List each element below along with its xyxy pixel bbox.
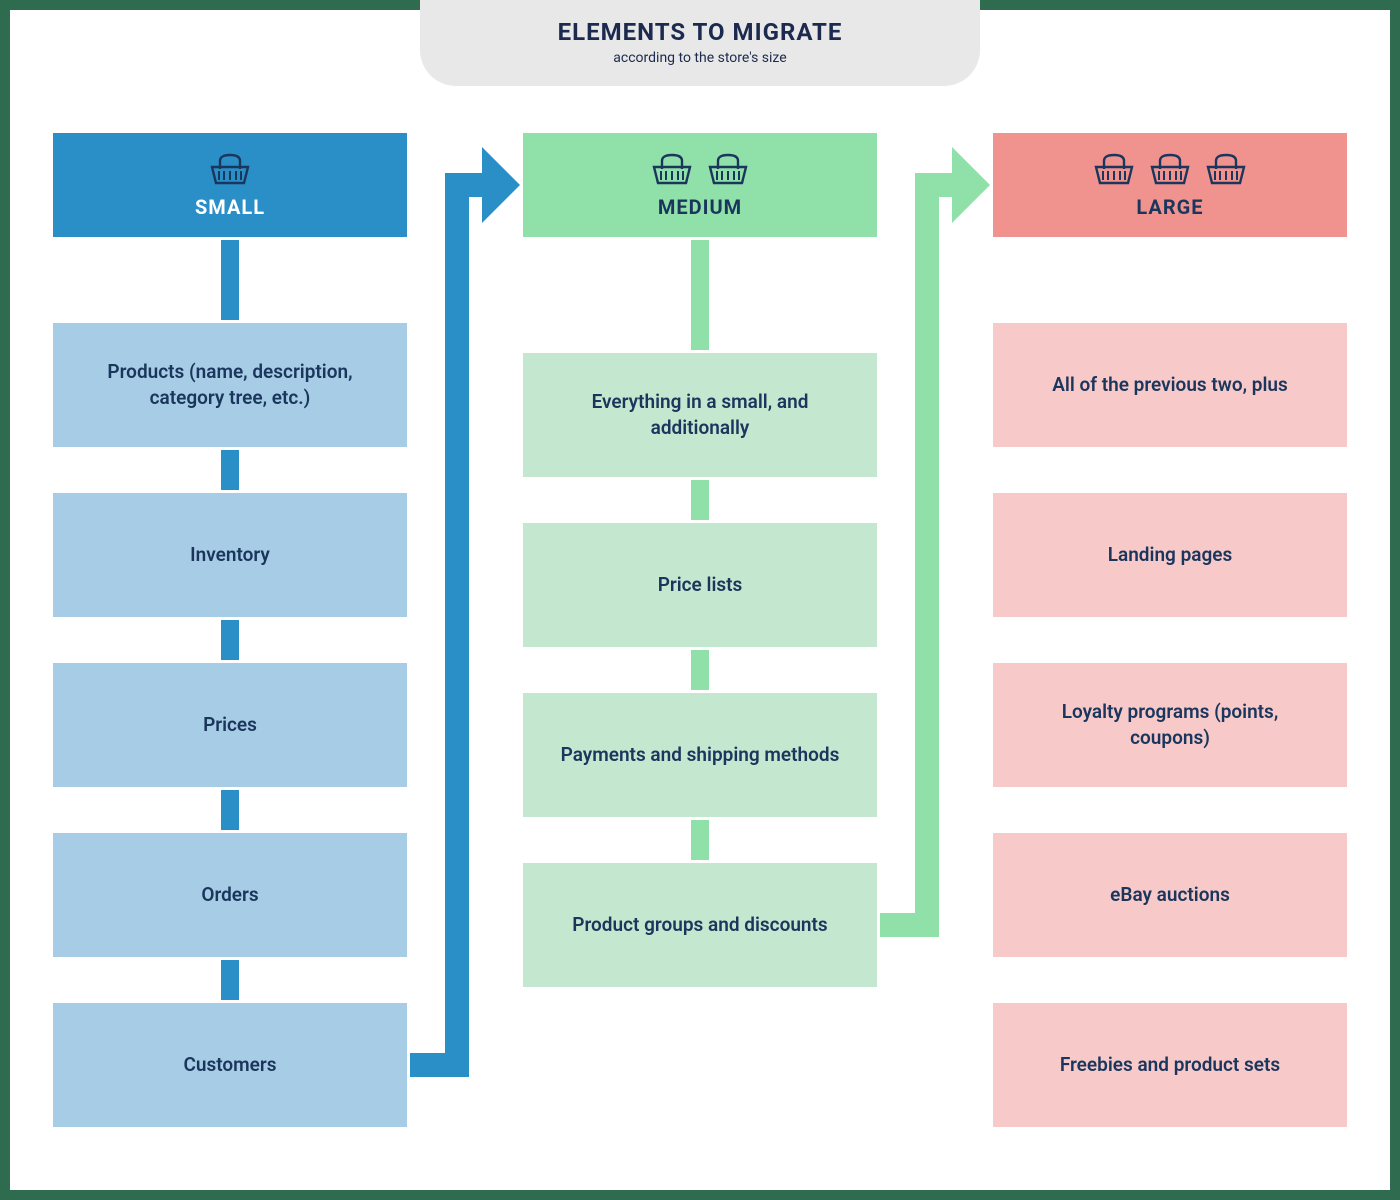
item-small-0: Products (name, description, category tr… (50, 320, 410, 450)
item-medium-3: Product groups and discounts (520, 860, 880, 990)
basket-icon (650, 151, 694, 189)
arrow-seg (915, 173, 939, 937)
item-small-1: Inventory (50, 490, 410, 620)
diagram-canvas: SMALL Products (name, description, catego… (10, 10, 1390, 1190)
arrow-seg (915, 173, 952, 197)
diagram-frame: ELEMENTS TO MIGRATE according to the sto… (0, 0, 1400, 1200)
basket-row (208, 151, 252, 189)
item-large-1: Landing pages (990, 490, 1350, 620)
basket-icon (650, 151, 694, 185)
column-header-small: SMALL (50, 130, 410, 240)
basket-icon (1204, 151, 1248, 185)
column-large: LARGE (990, 130, 1350, 240)
basket-icon (1092, 151, 1136, 185)
arrow-seg (445, 173, 469, 1077)
basket-row (650, 151, 750, 189)
item-large-3: eBay auctions (990, 830, 1350, 960)
column-medium: MEDIUM (520, 130, 880, 240)
basket-row (1092, 151, 1248, 189)
item-medium-1: Price lists (520, 520, 880, 650)
column-small: SMALL (50, 130, 410, 240)
item-small-4: Customers (50, 1000, 410, 1130)
basket-icon (1204, 151, 1248, 189)
basket-icon (208, 151, 252, 189)
column-label-medium: MEDIUM (658, 195, 742, 219)
item-medium-2: Payments and shipping methods (520, 690, 880, 820)
column-label-small: SMALL (195, 195, 265, 219)
item-large-4: Freebies and product sets (990, 1000, 1350, 1130)
basket-icon (1148, 151, 1192, 189)
column-header-large: LARGE (990, 130, 1350, 240)
basket-icon (706, 151, 750, 185)
arrow-seg (445, 173, 482, 197)
basket-icon (1148, 151, 1192, 185)
basket-icon (706, 151, 750, 189)
basket-icon (208, 151, 252, 185)
basket-icon (1092, 151, 1136, 189)
item-medium-0: Everything in a small, and additionally (520, 350, 880, 480)
arrow-head-icon (482, 147, 520, 223)
arrow-head-icon (952, 147, 990, 223)
item-large-2: Loyalty programs (points, coupons) (990, 660, 1350, 790)
item-small-2: Prices (50, 660, 410, 790)
item-small-3: Orders (50, 830, 410, 960)
column-label-large: LARGE (1136, 195, 1203, 219)
item-large-0: All of the previous two, plus (990, 320, 1350, 450)
column-header-medium: MEDIUM (520, 130, 880, 240)
